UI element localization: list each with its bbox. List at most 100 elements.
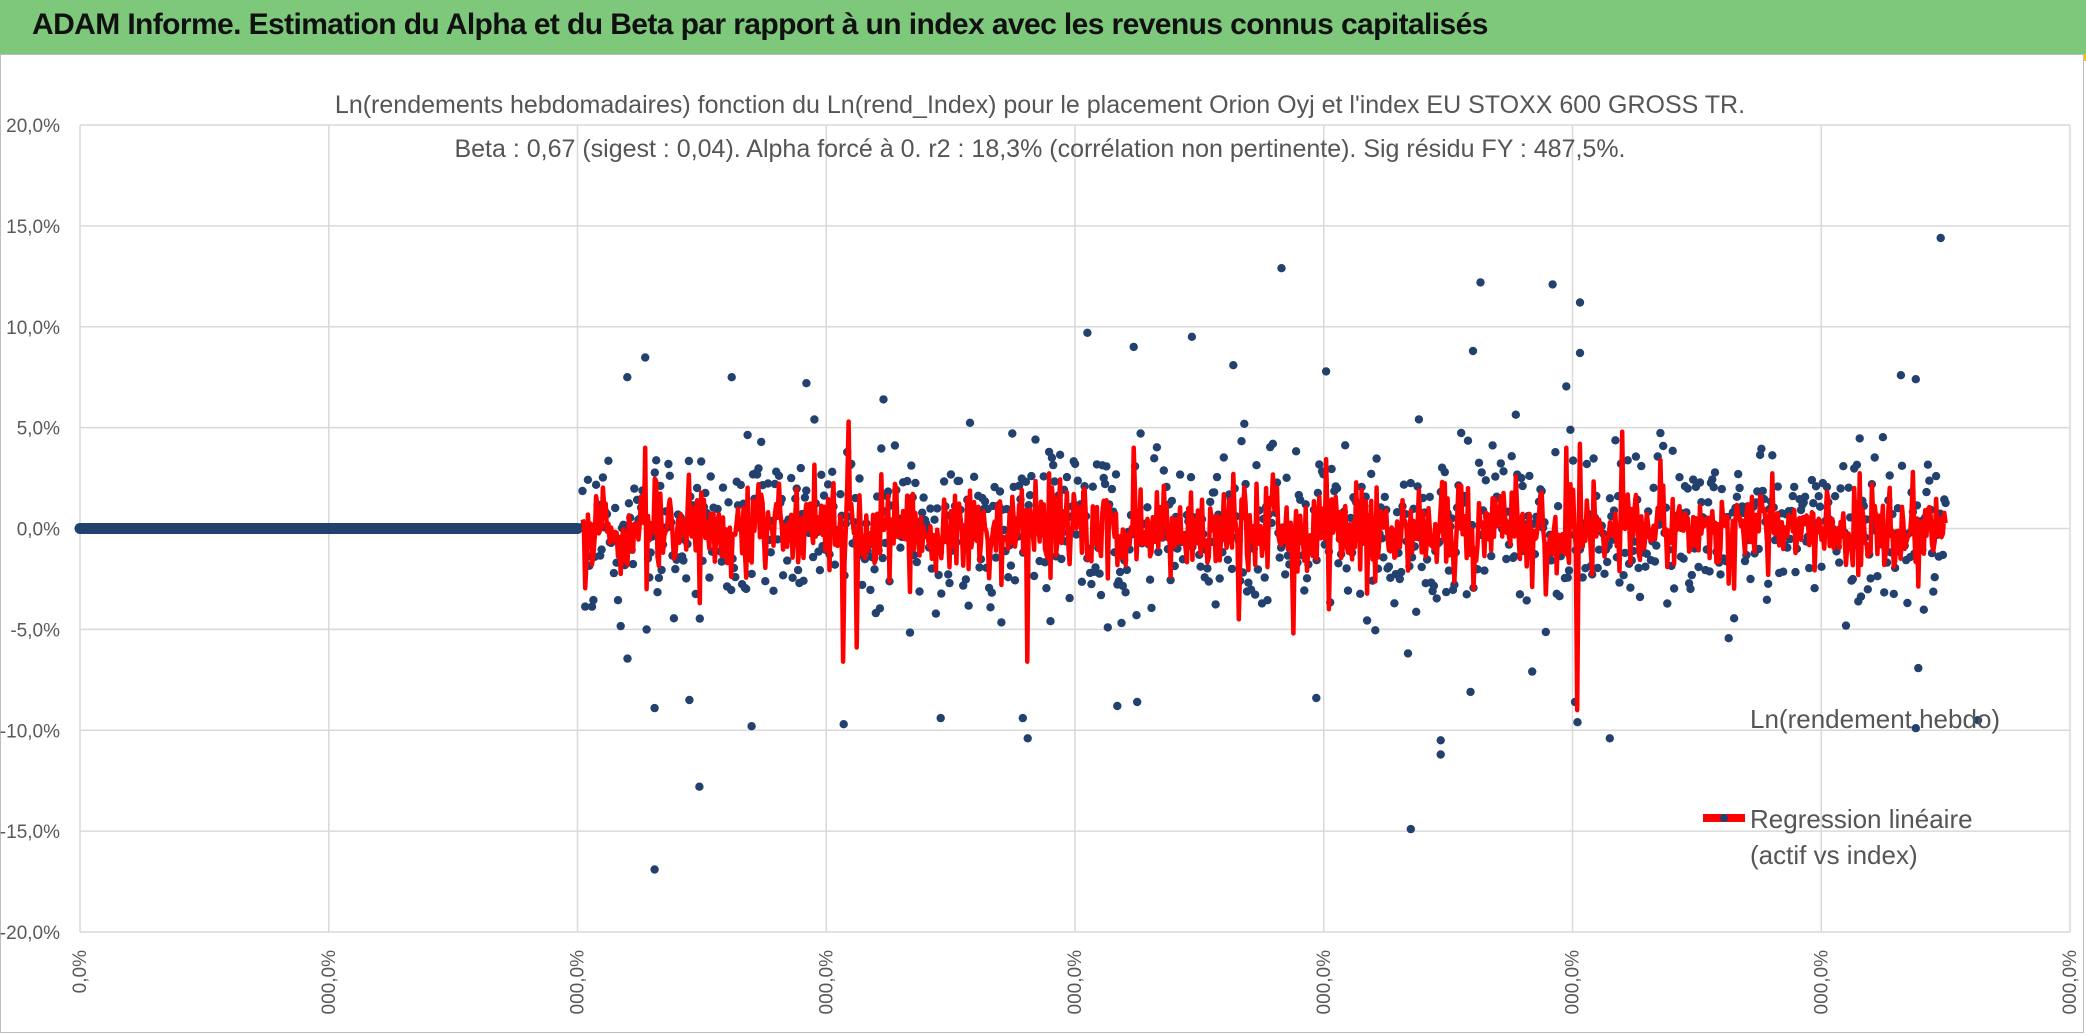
data-point — [766, 548, 775, 557]
data-point — [1334, 559, 1343, 568]
data-point — [1268, 439, 1278, 448]
data-point — [1835, 558, 1844, 567]
data-point — [652, 456, 661, 465]
data-point — [1252, 461, 1261, 470]
data-point — [964, 601, 973, 610]
data-point — [628, 559, 638, 569]
data-point — [965, 418, 975, 427]
data-point — [1474, 458, 1484, 467]
data-point — [774, 471, 784, 480]
data-point — [1878, 433, 1888, 442]
data-point — [1603, 557, 1612, 567]
data-point — [1159, 466, 1169, 475]
data-point — [1065, 593, 1074, 603]
data-point — [1450, 580, 1459, 589]
data-point — [1631, 452, 1641, 461]
data-point — [1836, 484, 1845, 493]
data-point — [1302, 574, 1312, 583]
data-point — [1175, 470, 1185, 479]
data-point — [1102, 462, 1111, 471]
data-point — [915, 587, 924, 596]
data-point — [1686, 584, 1695, 594]
data-point — [1885, 471, 1894, 480]
data-point — [1390, 599, 1399, 608]
data-point — [1029, 571, 1039, 581]
data-point — [1844, 483, 1853, 492]
data-point — [975, 563, 984, 572]
data-point — [1573, 718, 1582, 727]
data-point — [1822, 482, 1832, 492]
data-point — [919, 493, 928, 502]
data-point — [1095, 569, 1104, 578]
data-point — [1281, 570, 1290, 579]
data-point — [1800, 492, 1810, 501]
data-point — [1282, 473, 1291, 482]
data-point — [1764, 579, 1773, 588]
data-point — [1716, 570, 1725, 579]
data-point — [1057, 554, 1066, 564]
data-point — [1663, 599, 1672, 608]
data-point — [583, 475, 593, 484]
data-point — [1107, 484, 1117, 494]
data-point — [1563, 573, 1572, 582]
y-tick-label: -10,0% — [0, 721, 60, 742]
data-point — [1136, 429, 1145, 438]
data-point — [742, 584, 751, 594]
data-point — [1371, 626, 1380, 635]
data-point — [695, 614, 704, 623]
data-point — [1291, 447, 1301, 456]
data-point — [830, 560, 840, 569]
data-point — [1708, 475, 1717, 484]
data-point — [808, 552, 818, 562]
data-point — [1215, 574, 1224, 583]
data-point — [1042, 584, 1051, 593]
data-point — [1551, 448, 1560, 457]
data-point — [1732, 492, 1742, 501]
data-point — [1476, 278, 1485, 287]
data-point — [1704, 498, 1713, 507]
data-point — [1623, 456, 1632, 465]
data-point — [717, 557, 726, 566]
data-point — [1406, 478, 1415, 488]
data-point — [1024, 501, 1033, 510]
data-point — [1046, 617, 1055, 626]
data-point — [1528, 667, 1537, 676]
data-point — [1724, 634, 1733, 643]
data-point — [879, 395, 888, 404]
data-point — [623, 654, 632, 663]
data-point — [1117, 618, 1126, 628]
data-point — [1679, 554, 1688, 563]
regression-line — [580, 419, 1948, 713]
data-point — [1237, 437, 1246, 446]
x-tick-label: 000,0% — [1065, 950, 1086, 1015]
data-point — [1729, 614, 1739, 623]
data-point — [1321, 367, 1331, 376]
data-point — [1212, 472, 1222, 482]
data-point — [1152, 443, 1162, 452]
data-point — [654, 573, 664, 583]
data-point — [802, 379, 811, 388]
data-point — [1817, 562, 1826, 571]
data-point — [1683, 484, 1692, 493]
data-point — [1300, 586, 1309, 595]
data-point — [642, 625, 651, 634]
data-point — [1263, 596, 1272, 605]
data-point — [1010, 576, 1020, 585]
data-point — [1006, 561, 1016, 570]
data-point — [1914, 663, 1923, 673]
data-point — [597, 545, 606, 554]
data-point — [1206, 497, 1215, 507]
x-axis-ticks: 0,0% 000,0% 000,0% 000,0% 000,0% 000,0% 000,0%… — [70, 950, 2081, 1015]
data-point — [695, 782, 704, 791]
data-point — [1734, 469, 1743, 479]
data-point — [1223, 555, 1233, 564]
data-point — [664, 459, 673, 469]
data-point — [1100, 479, 1110, 489]
data-point — [1562, 382, 1571, 391]
data-point — [1619, 571, 1628, 580]
data-point — [1600, 569, 1609, 578]
data-point — [1133, 697, 1142, 707]
data-point — [969, 472, 979, 481]
data-point — [1642, 549, 1652, 558]
data-point — [1564, 566, 1574, 575]
